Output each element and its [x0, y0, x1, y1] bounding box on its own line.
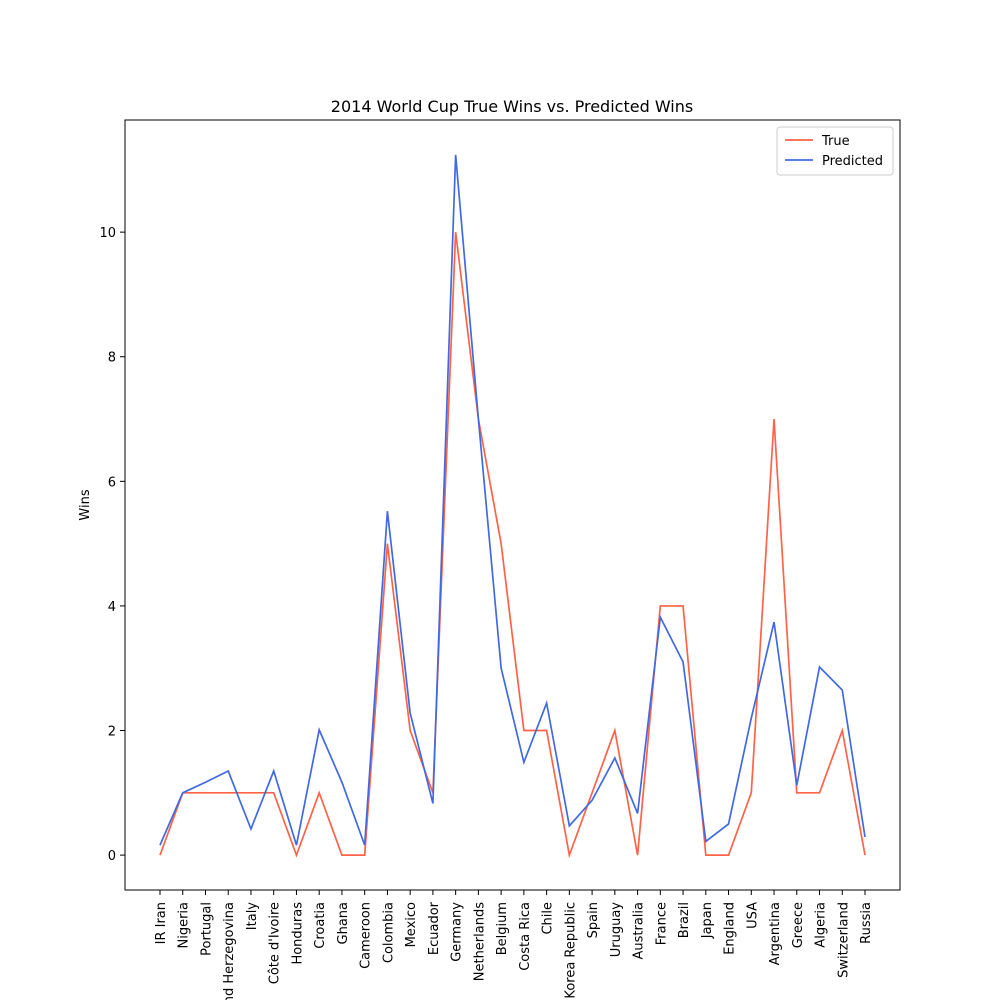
x-tick-label: Belgium: [495, 902, 510, 955]
x-tick-label: Korea Republic: [563, 902, 578, 999]
chart-title: 2014 World Cup True Wins vs. Predicted W…: [331, 97, 693, 116]
x-tick-label: Chile: [541, 902, 556, 935]
x-tick-label: Australia: [632, 902, 647, 960]
y-tick-label: 6: [108, 475, 116, 490]
x-tick-label: Germany: [450, 902, 465, 962]
x-tick-label: Uruguay: [609, 902, 624, 958]
x-tick-label: Colombia: [381, 902, 396, 963]
x-tick-label: Algeria: [814, 902, 829, 948]
y-tick-label: 10: [99, 226, 116, 241]
legend-label: Predicted: [822, 154, 883, 169]
legend-label: True: [821, 134, 850, 149]
x-tick-label: Mexico: [404, 902, 419, 947]
x-tick-label: Ghana: [336, 902, 351, 945]
x-tick-label: Honduras: [290, 902, 305, 965]
x-tick-label: Côte d'Ivoire: [268, 902, 283, 984]
x-tick-label: France: [654, 902, 669, 945]
x-tick-label: Bosnia and Herzegovina: [222, 902, 237, 1000]
x-tick-label: USA: [745, 902, 760, 929]
plot-frame: [124, 119, 901, 891]
x-tick-label: Italy: [245, 902, 260, 931]
x-tick-label: Costa Rica: [518, 902, 533, 971]
x-tick-label: Russia: [859, 902, 874, 944]
x-tick-label: Greece: [791, 902, 806, 948]
x-tick-label: Spain: [586, 902, 601, 938]
legend-box: [776, 126, 894, 176]
y-axis-label: Wins: [78, 489, 93, 520]
x-tick-label: Brazil: [677, 902, 692, 938]
y-tick-label: 4: [108, 600, 116, 615]
x-tick-label: Ecuador: [427, 901, 442, 955]
x-tick-label: Nigeria: [177, 902, 192, 949]
y-tick-label: 0: [108, 849, 116, 864]
x-tick-label: IR Iran: [154, 902, 169, 944]
x-tick-label: Netherlands: [472, 902, 487, 981]
x-tick-label: Portugal: [199, 902, 214, 956]
x-tick-label: England: [723, 902, 738, 955]
x-tick-label: Switzerland: [836, 902, 851, 978]
y-tick-label: 2: [108, 725, 116, 740]
x-tick-label: Japan: [700, 902, 715, 939]
series-line: [159, 154, 866, 846]
y-tick-label: 8: [108, 351, 116, 366]
series-line: [159, 232, 866, 859]
x-tick-label: Cameroon: [359, 902, 374, 969]
x-tick-label: Argentina: [768, 902, 783, 965]
x-tick-label: Croatia: [313, 902, 328, 949]
